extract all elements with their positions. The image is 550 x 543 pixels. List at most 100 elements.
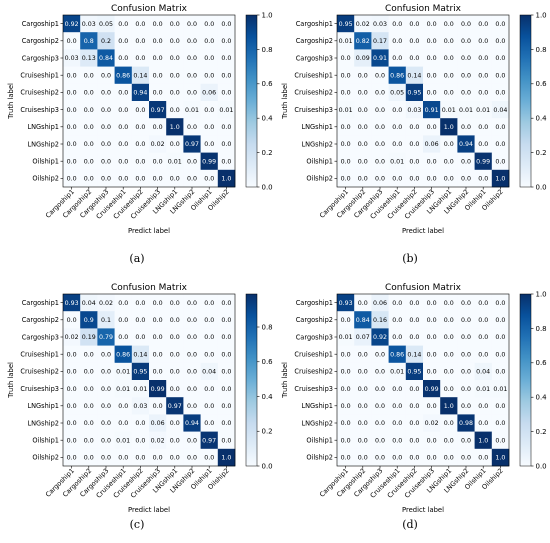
cell-value-label: 0.0: [118, 107, 128, 114]
heatmap-cell: [405, 152, 424, 171]
cell-value-label: 0.01: [339, 107, 353, 114]
cell-value-label: 0.14: [407, 351, 421, 358]
heatmap-cell: [337, 101, 355, 119]
cell-value-label: 0.0: [84, 72, 94, 79]
cell-value-label: 0.0: [204, 107, 214, 114]
heatmap-cell: [423, 397, 441, 415]
heatmap-cell: [217, 380, 236, 398]
heatmap-cell: [217, 362, 236, 381]
cell-value-label: 0.0: [118, 455, 128, 462]
cell-value-label: 0.0: [187, 38, 197, 45]
cell-value-label: 0.92: [373, 334, 387, 341]
cell-value-label: 0.0: [461, 176, 471, 183]
heatmap-cell: [337, 311, 355, 329]
cell-value-label: 0.0: [135, 141, 145, 148]
cell-value-label: 0.0: [461, 90, 471, 97]
chart-title: Confusion Matrix: [111, 283, 188, 293]
y-tick-label: Cargoship2: [22, 37, 59, 45]
heatmap-cell: [114, 83, 133, 102]
cell-value-label: 0.0: [204, 317, 214, 324]
heatmap-cell: [166, 49, 184, 67]
heatmap-cell: [371, 101, 389, 119]
cell-value-label: 0.0: [135, 55, 145, 62]
cell-value-label: 0.0: [135, 437, 145, 444]
cell-value-label: 0.0: [204, 141, 214, 148]
heatmap-cell: [354, 135, 372, 153]
heatmap-cell: [200, 448, 219, 467]
heatmap-cell: [354, 414, 372, 432]
cell-value-label: 0.95: [339, 21, 353, 28]
heatmap-cell: [166, 380, 184, 398]
heatmap-cell: [405, 311, 424, 329]
heatmap-cell: [354, 83, 372, 102]
heatmap-cell: [457, 152, 475, 171]
cell-value-label: 0.04: [82, 300, 96, 307]
cell-value-label: 0.0: [170, 38, 180, 45]
cell-value-label: 0.0: [392, 124, 402, 131]
heatmap-cell: [200, 328, 219, 346]
colorbar-tick-label: 0.2: [536, 428, 547, 436]
y-tick-label: Cargoship1: [22, 20, 59, 28]
heatmap-cell: [405, 32, 424, 50]
cell-value-label: 0.0: [375, 107, 385, 114]
cell-value-label: 0.0: [461, 124, 471, 131]
cell-value-label: 0.0: [67, 72, 77, 79]
colorbar-tick-label: 0.8: [536, 325, 547, 333]
heatmap-cell: [354, 49, 372, 67]
cell-value-label: 0.0: [153, 334, 163, 341]
heatmap-cell: [423, 169, 441, 188]
cell-value-label: 1.0: [444, 124, 454, 131]
cell-value-label: 0.06: [425, 141, 439, 148]
heatmap-cell: [80, 83, 98, 102]
cell-value-label: 0.0: [84, 437, 94, 444]
panel-caption: (b): [402, 252, 418, 265]
heatmap-cell: [491, 66, 510, 85]
heatmap-cell: [183, 294, 201, 312]
heatmap-cell: [491, 135, 510, 153]
cell-value-label: 0.0: [444, 455, 454, 462]
heatmap-cell: [440, 15, 458, 33]
cell-value-label: 0.0: [187, 351, 197, 358]
cell-value-label: 0.0: [341, 72, 351, 79]
cell-value-label: 0.0: [170, 90, 180, 97]
cell-value-label: 0.0: [67, 351, 77, 358]
heatmap-cell: [337, 328, 355, 346]
cell-value-label: 1.0: [221, 176, 231, 183]
heatmap-cell: [457, 32, 475, 50]
colorbar-tick-label: 0.2: [262, 149, 273, 157]
heatmap-cell: [97, 32, 115, 50]
cell-value-label: 0.0: [101, 90, 111, 97]
heatmap-cell: [388, 345, 407, 364]
cell-value-label: 0.0: [409, 176, 419, 183]
cell-value-label: 0.0: [409, 317, 419, 324]
heatmap-cell: [371, 32, 389, 50]
heatmap-cell: [217, 345, 236, 364]
heatmap-cell: [149, 118, 167, 136]
cell-value-label: 0.0: [187, 317, 197, 324]
cell-value-label: 0.0: [392, 300, 402, 307]
cell-value-label: 0.0: [221, 317, 231, 324]
heatmap-cell: [97, 345, 115, 364]
heatmap-cell: [131, 118, 150, 136]
cell-value-label: 0.03: [65, 55, 79, 62]
chart-title: Confusion Matrix: [385, 4, 462, 14]
heatmap-cell: [63, 15, 81, 33]
cell-value-label: 0.0: [495, 317, 505, 324]
cell-value-label: 0.99: [476, 158, 490, 165]
cell-value-label: 0.0: [375, 403, 385, 410]
heatmap-cell: [63, 49, 81, 67]
heatmap-cell: [149, 362, 167, 381]
cell-value-label: 0.0: [409, 158, 419, 165]
cell-value-label: 0.14: [133, 351, 147, 358]
heatmap-cell: [354, 380, 372, 398]
heatmap-cell: [131, 397, 150, 415]
heatmap-cell: [423, 83, 441, 102]
cell-value-label: 0.0: [135, 158, 145, 165]
cell-value-label: 0.95: [407, 369, 421, 376]
heatmap-cell: [114, 431, 133, 450]
heatmap-cell: [440, 448, 458, 467]
cell-value-label: 0.0: [358, 176, 368, 183]
heatmap-cell: [474, 169, 493, 188]
cell-value-label: 0.0: [444, 420, 454, 427]
cell-value-label: 0.99: [151, 386, 165, 393]
